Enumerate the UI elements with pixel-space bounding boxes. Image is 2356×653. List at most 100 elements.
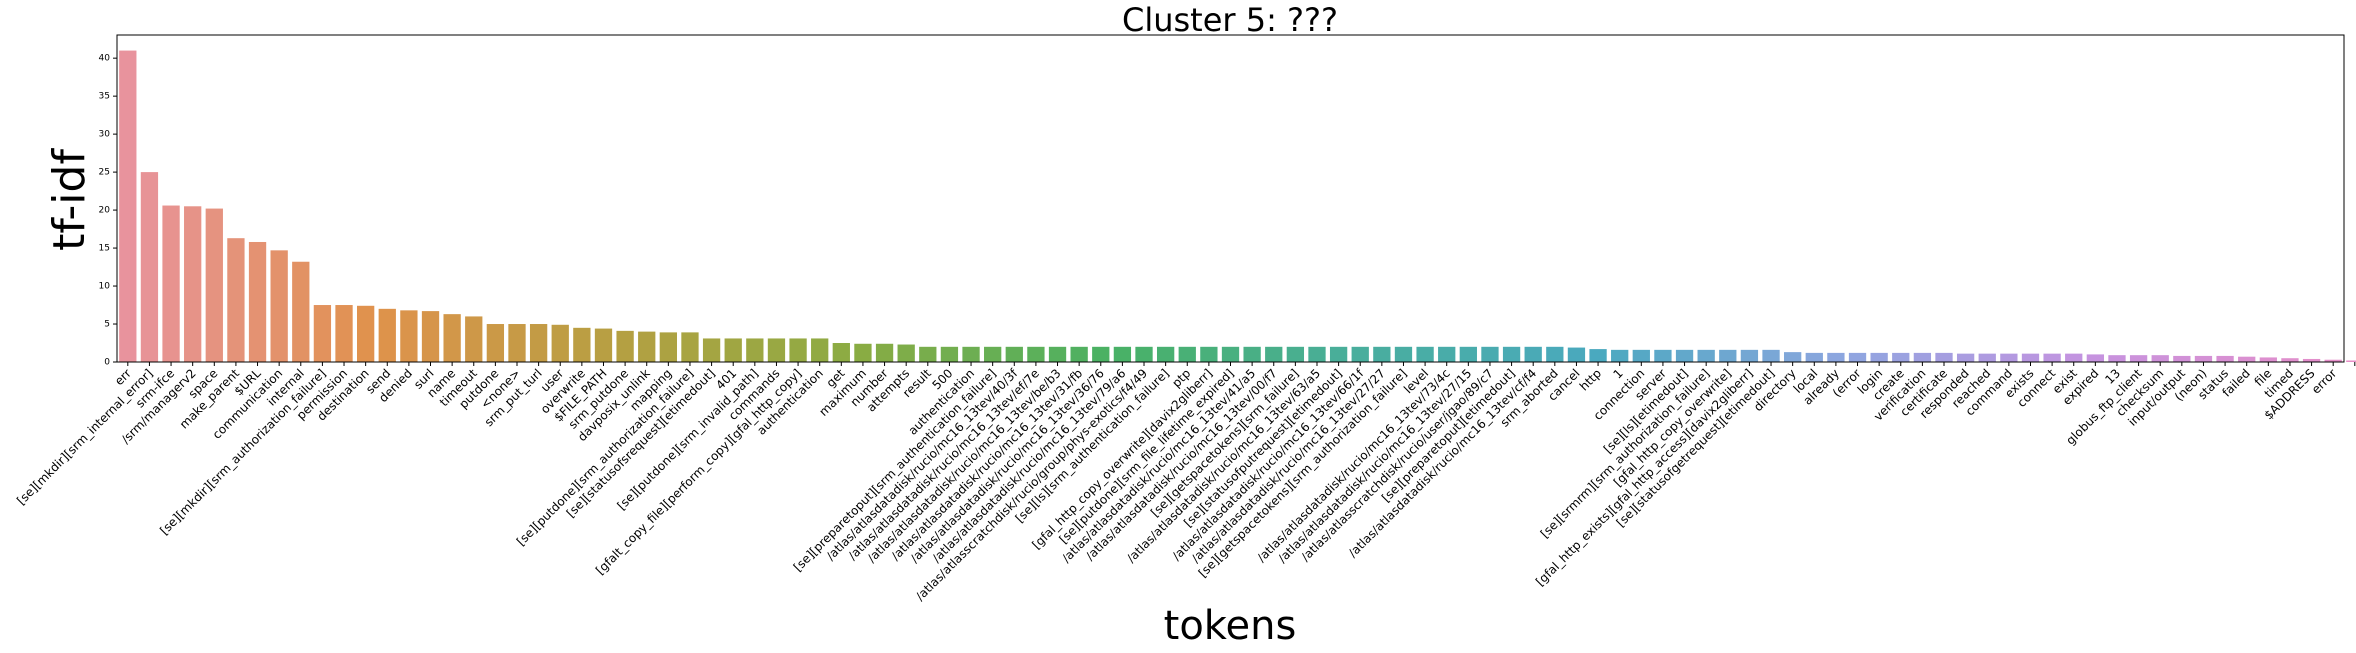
bar — [1632, 349, 1650, 362]
bar — [227, 238, 245, 362]
bar — [1654, 349, 1672, 362]
bar — [638, 331, 656, 362]
bar — [2324, 359, 2342, 362]
bar — [1394, 346, 1413, 362]
bar — [1589, 349, 1607, 362]
bar — [962, 346, 980, 362]
bar — [832, 343, 850, 362]
bar — [1265, 346, 1283, 362]
bar — [465, 316, 483, 362]
bar — [443, 314, 461, 362]
y-tick-label: 5 — [104, 320, 110, 330]
bar — [1675, 349, 1694, 362]
y-tick-label: 25 — [99, 168, 110, 178]
bar — [356, 305, 375, 362]
bar — [1805, 352, 1823, 362]
bar — [1221, 346, 1240, 362]
bar — [1308, 346, 1326, 362]
bar — [1848, 352, 1867, 362]
bar — [2238, 356, 2256, 362]
bar — [1459, 346, 1477, 362]
bar — [1524, 346, 1542, 362]
bar — [162, 205, 180, 362]
chart-title: Cluster 5: ??? — [1122, 1, 1338, 39]
bar — [140, 172, 159, 362]
bar — [616, 330, 634, 362]
bar — [1567, 347, 1586, 362]
bar — [2259, 357, 2277, 362]
bar — [2021, 353, 2040, 362]
bar — [421, 311, 440, 362]
plot-frame — [116, 34, 2345, 363]
y-tick-label: 35 — [99, 92, 110, 102]
bar — [1870, 352, 1888, 362]
bar — [2194, 355, 2213, 362]
bar — [897, 344, 915, 362]
bar — [875, 343, 894, 362]
bar — [529, 324, 548, 362]
bar — [486, 324, 505, 362]
bar — [1027, 346, 1045, 362]
bar — [2129, 355, 2148, 362]
bar — [854, 343, 872, 362]
bar — [2281, 358, 2299, 362]
bar — [1243, 346, 1261, 362]
bar — [1956, 353, 1975, 362]
bar — [1978, 353, 1996, 362]
bar — [659, 332, 677, 362]
bar — [378, 308, 396, 362]
bar — [184, 206, 202, 362]
bar — [508, 324, 526, 362]
bar — [1048, 346, 1067, 362]
bar — [940, 346, 959, 362]
bar — [551, 324, 569, 362]
bar — [1005, 346, 1023, 362]
y-tick-label: 0 — [104, 358, 110, 368]
bar — [2065, 353, 2083, 362]
bar — [1719, 349, 1737, 362]
bar — [270, 250, 288, 362]
bar — [1546, 346, 1564, 362]
bar — [2108, 355, 2126, 362]
y-axis-label: tf-idf — [44, 148, 95, 251]
bar — [1178, 346, 1196, 362]
bar — [1200, 346, 1218, 362]
bar — [1827, 352, 1845, 362]
bar — [1156, 346, 1175, 362]
bar — [2216, 355, 2234, 362]
bar — [767, 338, 786, 362]
y-tick-label: 15 — [99, 244, 110, 254]
bar — [1092, 346, 1110, 362]
bar — [1481, 346, 1499, 362]
bar — [1697, 349, 1715, 362]
bar — [119, 50, 137, 362]
x-tick-label: error — [2309, 366, 2339, 396]
bar — [1438, 346, 1456, 362]
bar — [2302, 358, 2321, 362]
bar — [746, 338, 764, 362]
bar — [1070, 346, 1088, 362]
bar — [984, 346, 1002, 362]
bar — [1286, 346, 1305, 362]
bar — [1416, 346, 1434, 362]
bar — [2000, 353, 2018, 362]
x-axis-label: tokens — [1164, 603, 1297, 649]
bar — [292, 261, 310, 362]
y-tick-label: 40 — [99, 54, 111, 64]
bar — [1762, 349, 1780, 362]
bar — [2043, 353, 2061, 362]
bar — [335, 305, 353, 362]
bar — [1351, 346, 1369, 362]
bar — [811, 338, 829, 362]
bar — [1740, 349, 1759, 362]
bar — [313, 305, 332, 362]
bar — [2346, 360, 2356, 362]
bar — [1502, 346, 1521, 362]
bar — [594, 328, 613, 362]
bar — [919, 346, 937, 362]
bar — [205, 208, 223, 362]
bar — [1135, 346, 1153, 362]
y-tick-label: 20 — [99, 206, 111, 216]
bar — [1913, 352, 1932, 362]
